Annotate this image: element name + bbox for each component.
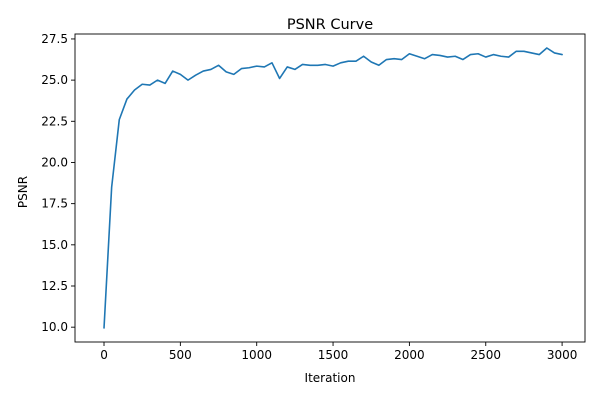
- x-axis-ticks: 0 500 1000 1500 2000 2500 3000: [100, 342, 577, 362]
- x-tick-label: 2500: [470, 348, 501, 362]
- x-tick-label: 1000: [241, 348, 272, 362]
- y-tick-label: 22.5: [41, 114, 68, 128]
- x-tick-label: 1500: [318, 348, 349, 362]
- y-tick-label: 20.0: [41, 155, 68, 169]
- psnr-series-line: [103, 47, 563, 329]
- y-tick-label: 27.5: [41, 32, 68, 46]
- y-tick-label: 17.5: [41, 197, 68, 211]
- x-tick-label: 500: [169, 348, 192, 362]
- axes-frame: [74, 33, 586, 343]
- x-tick-label: 0: [100, 348, 108, 362]
- chart-title: PSNR Curve: [287, 17, 373, 33]
- x-tick-label: 2000: [394, 348, 425, 362]
- y-tick-label: 10.0: [41, 320, 68, 334]
- x-axis-label: Iteration: [305, 371, 356, 385]
- y-tick-label: 25.0: [41, 73, 68, 87]
- y-tick-label: 15.0: [41, 238, 68, 252]
- y-tick-label: 12.5: [41, 279, 68, 293]
- y-axis-label: PSNR: [16, 176, 30, 208]
- plot-area: [74, 33, 586, 343]
- x-tick-label: 3000: [547, 348, 578, 362]
- y-axis-ticks: 10.0 12.5 15.0 17.5 20.0 22.5 25.0 27.5: [41, 32, 75, 334]
